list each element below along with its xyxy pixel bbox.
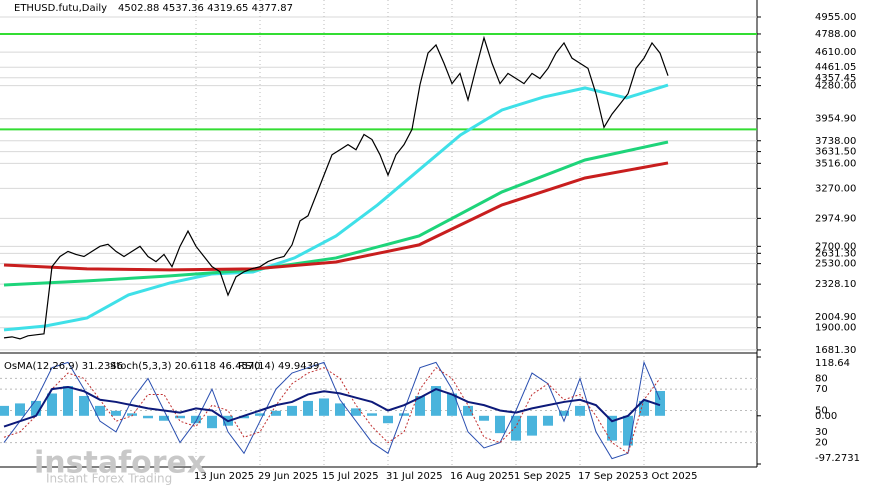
osma-bar	[191, 415, 201, 424]
osma-bar	[655, 391, 665, 416]
y-tick-label: 3631.50	[815, 147, 856, 158]
x-tick-label: 13 Jun 2025	[194, 471, 254, 482]
y-tick-label: 1900.00	[815, 323, 856, 334]
y-tick-label: 4955.00	[815, 12, 856, 23]
osma-bar	[479, 415, 489, 421]
ohlc: 4502.88 4537.36 4319.65 4377.87	[118, 3, 293, 14]
y-tick-label: 4461.05	[815, 62, 856, 73]
indicator-label: Stoch(5,3,3) 20.6118 46.4570	[110, 361, 261, 372]
osma-bar	[271, 410, 281, 416]
moving-average	[3, 83, 669, 332]
indicator-label: RSI(14) 49.9439	[238, 361, 319, 372]
x-tick-label: 16 Aug 2025	[450, 471, 514, 482]
y-tick-label: 4357.45	[815, 73, 856, 84]
moving-average	[3, 161, 669, 272]
osma-bar	[159, 415, 169, 421]
x-tick-label: 1 Sep 2025	[514, 471, 571, 482]
osma-bar	[543, 415, 553, 426]
y-tick-label: 4788.00	[815, 29, 856, 40]
indicator-line	[3, 367, 661, 455]
x-tick-label: 3 Oct 2025	[642, 471, 697, 482]
price-line	[3, 35, 669, 340]
y-tick-label: 1681.30	[815, 345, 856, 356]
y-tick-label: 2004.90	[815, 312, 856, 323]
y2-tick-label: -97.2731	[815, 453, 860, 464]
y-tick-label: 2530.00	[815, 259, 856, 270]
indicator-line	[3, 360, 661, 460]
osma-bar	[639, 400, 649, 416]
osma-bar	[175, 415, 185, 419]
osma-bar	[511, 415, 521, 441]
y-tick-label: 2631.30	[815, 248, 856, 259]
indicator-label: OsMA(12,26,9) 31.2346	[4, 361, 123, 372]
y-tick-label: 4280.00	[815, 81, 856, 92]
y-tick-label: 2974.90	[815, 213, 856, 224]
osma-bar	[143, 415, 153, 419]
y-tick-label: 3738.00	[815, 136, 856, 147]
osma-bar	[607, 415, 617, 441]
osma-bar	[79, 395, 89, 416]
osma-bar	[63, 386, 73, 416]
x-tick-label: 15 Jul 2025	[322, 471, 379, 482]
moving-average	[3, 140, 669, 287]
x-tick-label: 29 Jun 2025	[258, 471, 318, 482]
y2-tick-label: 118.64	[815, 358, 850, 369]
watermark-brand: instaforex	[34, 446, 206, 481]
osma-bar	[623, 415, 633, 446]
y-tick-label: 3954.90	[815, 114, 856, 125]
y-tick-label: 80	[815, 373, 828, 384]
osma-bar	[31, 400, 41, 416]
indicator-line	[3, 385, 661, 428]
osma-bar	[399, 413, 409, 416]
watermark-tagline: Instant Forex Trading	[46, 472, 172, 486]
y-tick-label: 50	[815, 406, 828, 417]
y2-tick-label: 0.00	[815, 411, 837, 422]
y-tick-label: 30	[815, 427, 828, 438]
osma-bar	[383, 415, 393, 424]
y-tick-label: 3516.00	[815, 158, 856, 169]
osma-bar	[255, 413, 265, 416]
osma-bar	[95, 405, 105, 416]
y-tick-label: 4610.00	[815, 47, 856, 58]
osma-bar	[239, 415, 249, 419]
x-tick-label: 31 Jul 2025	[386, 471, 443, 482]
osma-bar	[287, 405, 297, 416]
marks: 4955.00 4788.00 4610.00 4461.054357.454280.…	[0, 0, 860, 482]
osma-bar	[207, 415, 217, 429]
chart-title: ETHUSD.futu,Daily	[14, 3, 107, 14]
y-tick-label: 2700.00	[815, 241, 856, 252]
osma-bar	[431, 386, 441, 416]
osma-bar	[0, 405, 9, 416]
osma-bar	[319, 398, 329, 416]
y-tick-label: 70	[815, 384, 828, 395]
osma-bar	[303, 400, 313, 416]
osma-bar	[463, 405, 473, 416]
y-tick-label: 20	[815, 438, 828, 449]
osma-bar	[111, 410, 121, 416]
osma-bar	[415, 395, 425, 416]
osma-bar	[527, 415, 537, 436]
osma-bar	[559, 410, 569, 416]
y-tick-label: 3270.00	[815, 183, 856, 194]
osma-bar	[15, 403, 25, 416]
osma-bar	[575, 405, 585, 416]
osma-bar	[47, 393, 57, 416]
osma-bar	[127, 413, 137, 416]
osma-bar	[351, 408, 361, 416]
osma-bar	[447, 393, 457, 416]
y-tick-label: 2328.10	[815, 279, 856, 290]
osma-bar	[335, 403, 345, 416]
x-tick-label: 17 Sep 2025	[578, 471, 641, 482]
osma-bar	[495, 415, 505, 434]
osma-bar	[367, 413, 377, 416]
